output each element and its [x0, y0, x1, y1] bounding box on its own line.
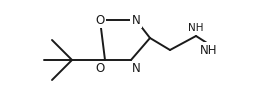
Text: O: O: [95, 62, 105, 76]
Text: NH: NH: [200, 43, 217, 56]
Text: NH: NH: [188, 23, 204, 33]
Text: N: N: [132, 13, 140, 26]
Text: N: N: [132, 62, 140, 76]
Text: O: O: [95, 13, 105, 26]
